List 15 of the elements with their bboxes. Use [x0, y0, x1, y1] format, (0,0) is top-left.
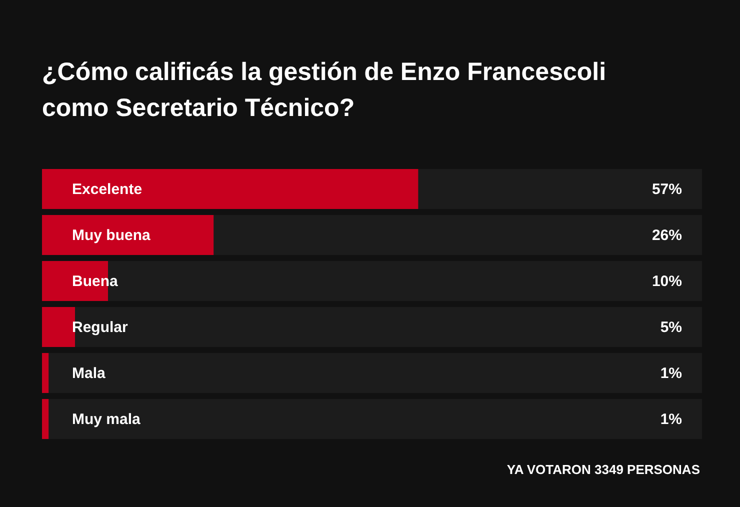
text: YA VOTARON 3349 PERSONAS: [506, 462, 700, 477]
y-tick-label: Muy buena: [72, 227, 151, 244]
y-tick-label: Mala: [72, 365, 106, 382]
data-label: 10%: [652, 273, 682, 290]
data-label: 1%: [660, 411, 682, 428]
bar: [42, 352, 49, 394]
data-label: 5%: [660, 319, 682, 336]
bar: [42, 398, 49, 440]
data-label: 57%: [652, 181, 682, 198]
data-label: 1%: [660, 365, 682, 382]
chart-title: ¿Cómo calificás la gestión de Enzo Francescoli como Secretario Técnico?: [42, 58, 606, 122]
y-tick-label: Muy mala: [72, 411, 142, 428]
bar: [42, 306, 75, 348]
data-label: 26%: [652, 227, 682, 244]
y-tick-label: Excelente: [72, 181, 142, 198]
